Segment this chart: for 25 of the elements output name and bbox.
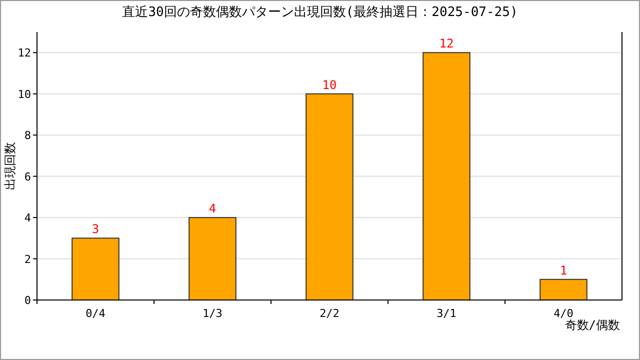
data-label: 3 [92, 222, 100, 236]
x-tick-label: 2/2 [320, 307, 340, 320]
chart-title: 直近30回の奇数偶数パターン出現回数(最終抽選日：2025-07-25) [122, 5, 518, 20]
bar [72, 238, 120, 300]
y-tick-label: 6 [24, 170, 31, 184]
y-tick-label: 12 [18, 46, 31, 60]
data-label: 4 [208, 202, 216, 216]
x-tick-label: 0/4 [86, 307, 106, 320]
y-tick-label: 4 [24, 212, 32, 225]
bar [540, 278, 588, 300]
bar [422, 52, 470, 300]
y-tick-label: 2 [24, 252, 31, 266]
y-tick-label: 10 [18, 88, 31, 101]
y-axis-title: 出現回数 [3, 142, 17, 190]
bar [188, 217, 236, 300]
data-label: 12 [439, 36, 454, 51]
x-tick-label: 4/0 [554, 307, 574, 320]
y-tick-label: 8 [24, 129, 31, 142]
x-axis-title: 奇数/偶数 [564, 318, 620, 332]
x-tick-label: 1/3 [202, 307, 222, 320]
x-tick-label: 3/1 [436, 307, 456, 320]
data-label: 10 [322, 78, 337, 92]
bar [306, 93, 354, 300]
y-tick-label: 0 [24, 294, 31, 307]
data-label: 1 [560, 263, 568, 278]
